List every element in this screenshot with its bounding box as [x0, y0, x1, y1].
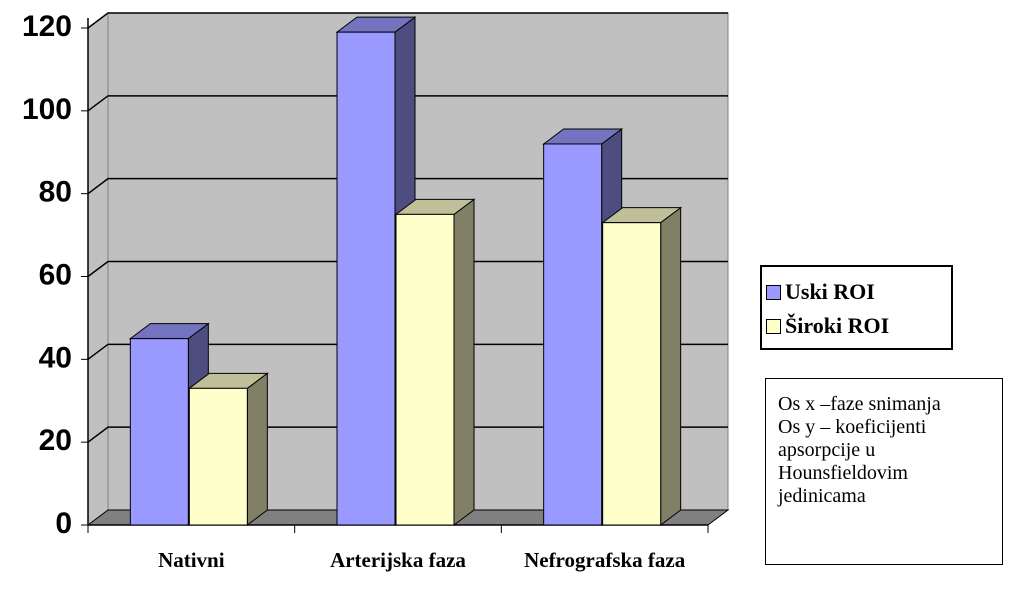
bar [336, 31, 396, 526]
grid-line [87, 95, 728, 112]
y-tick-label: 100 [22, 93, 72, 126]
y-tick-label: 120 [22, 10, 72, 43]
annotation: Os x –faze snimanja [778, 393, 941, 415]
grid-line [87, 12, 728, 29]
bar [129, 338, 189, 526]
annotation: Os y – koeficijenti apsorpcije u Hounsfi… [778, 416, 927, 507]
y-tick-label: 60 [39, 258, 72, 291]
grid-line [87, 426, 728, 443]
bar-side [246, 372, 268, 526]
y-tick-label: 80 [39, 176, 72, 209]
grid-line [87, 260, 728, 278]
legend-entry: Uski ROI [766, 275, 947, 309]
legend: Uski ROI Široki ROI [760, 265, 953, 350]
bar-side [453, 198, 475, 526]
bar [188, 387, 248, 526]
bar [395, 213, 455, 526]
bar [543, 143, 603, 526]
grid-line [87, 177, 728, 195]
y-tick-label: 0 [55, 507, 72, 540]
note-box: Os x –faze snimanja Os y – koeficijenti a… [765, 378, 1003, 565]
legend-label: Široki ROI [785, 313, 890, 338]
x-tick-label: Arterijska faza [330, 548, 466, 572]
legend-label: Uski ROI [785, 279, 875, 304]
legend-swatch [766, 284, 781, 300]
legend-entry: Široki ROI [766, 309, 947, 343]
bar-side [660, 206, 682, 526]
x-tick-label: Nefrografska faza [524, 548, 686, 572]
grid-line [87, 343, 728, 360]
y-tick-label: 40 [39, 341, 72, 374]
bar [602, 222, 662, 526]
x-tick-label: Nativni [158, 548, 225, 572]
y-tick-label: 20 [39, 424, 72, 457]
legend-swatch [766, 318, 781, 334]
